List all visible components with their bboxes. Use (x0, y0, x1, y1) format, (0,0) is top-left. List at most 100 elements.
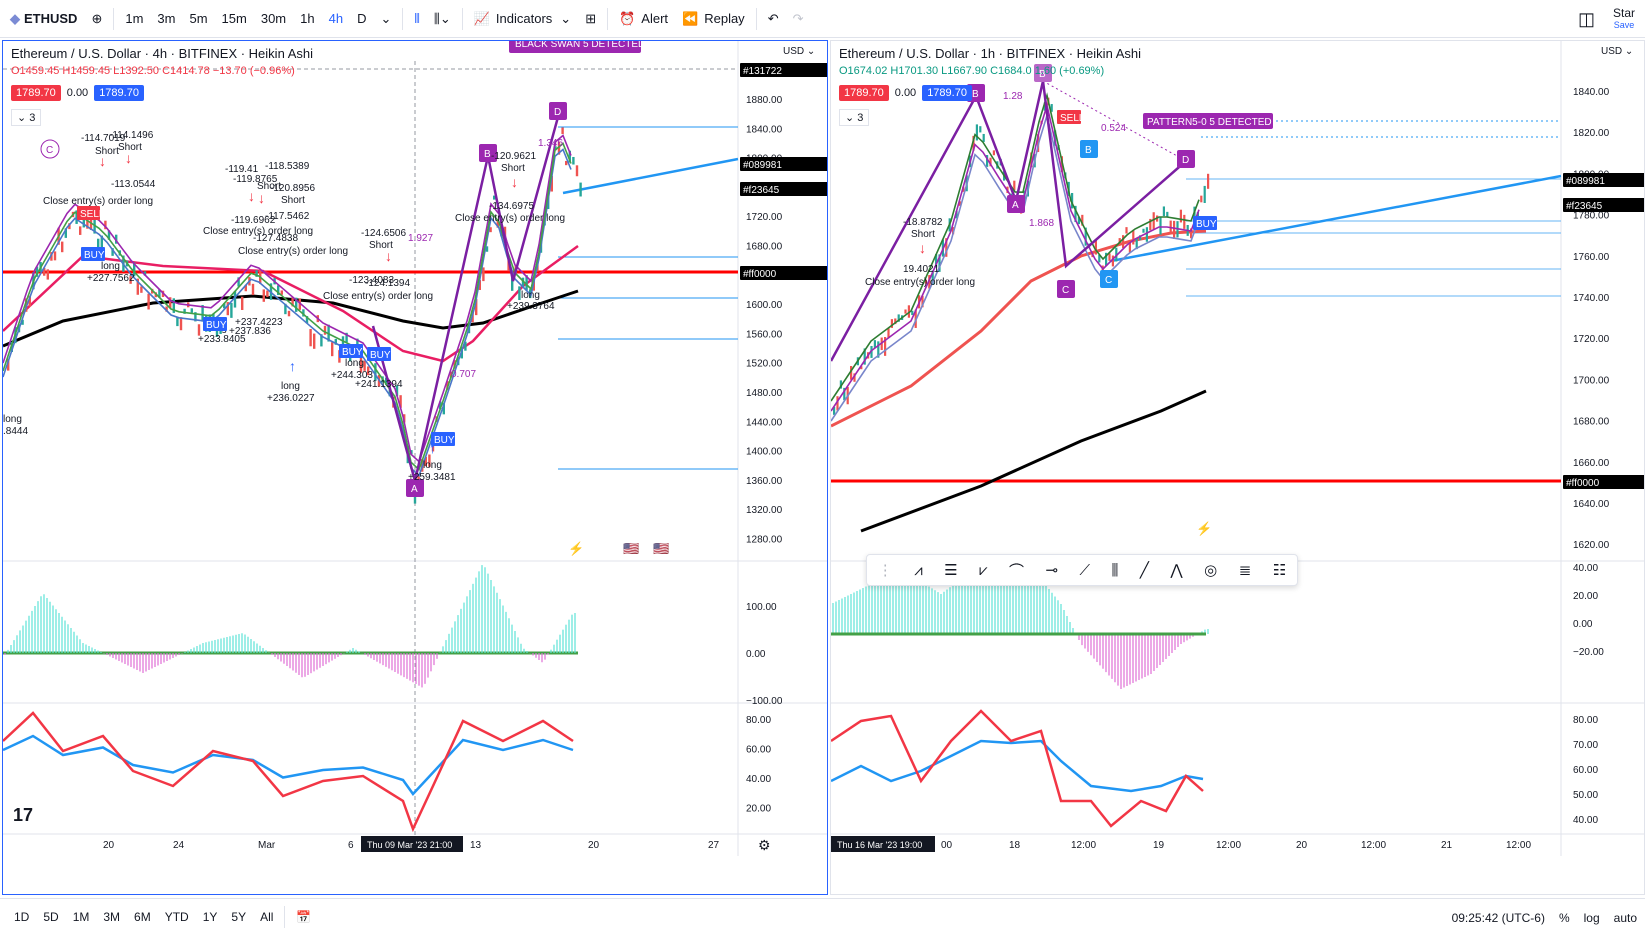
price-tick: 1720.00 (1573, 334, 1610, 345)
short-arrow: ↓ (919, 240, 926, 256)
candle (1173, 220, 1176, 239)
templates-button[interactable]: ⊞ (578, 0, 603, 38)
candle (550, 175, 553, 192)
candle (935, 254, 938, 268)
undo-icon: ↶ (767, 10, 779, 26)
bar-style-button[interactable]: ⫴ (407, 0, 426, 38)
price-tick: 1400.00 (746, 447, 783, 458)
time-tick: 13 (470, 840, 482, 851)
alert-label: Alert (641, 11, 669, 26)
indicators-button[interactable]: 📈 Indicators ⌄ (467, 0, 578, 38)
undefined-bg (740, 182, 827, 196)
horizontal-lines-icon[interactable]: ☰ (944, 562, 958, 579)
right-chart-canvas[interactable]: 1840.001820.001800.001780.001760.001740.… (831, 41, 1645, 895)
range-all[interactable]: All (260, 910, 274, 924)
candle (1203, 185, 1206, 204)
interval-15m[interactable]: 15m (221, 11, 247, 26)
right-currency-label[interactable]: USD ⌄ (1601, 46, 1634, 57)
drag-handle[interactable]: ⋮ (877, 562, 893, 579)
interval-5m[interactable]: 5m (189, 11, 208, 26)
range-ytd[interactable]: YTD (164, 910, 189, 924)
horizontal-ray-icon[interactable]: ⊸ (1045, 562, 1059, 579)
candle (295, 297, 298, 312)
range-1m[interactable]: 1M (72, 910, 90, 924)
crosshair-time: Thu 09 Mar '23 21:00 (367, 840, 452, 850)
chart-type-button[interactable]: ⫼ ⌄ (427, 0, 458, 38)
trade-annotation: +227.7562 (87, 273, 135, 284)
fib-levels-icon[interactable]: ≣ (1238, 562, 1252, 579)
candle (143, 271, 147, 276)
symbol-search[interactable]: ◆ ETHUSD (0, 0, 84, 38)
interval-d[interactable]: D (357, 11, 367, 26)
buy-price-button[interactable]: 1789.70 (922, 85, 972, 101)
interval-1h[interactable]: 1h (300, 11, 315, 26)
time-tick: 12:00 (1506, 840, 1531, 851)
interval-dropdown[interactable]: ⌄ (373, 0, 398, 38)
line-icon[interactable]: ╱ (1139, 562, 1149, 579)
left-currency-label[interactable]: USD ⌄ (783, 46, 816, 57)
candle (359, 355, 363, 373)
trade-annotation: +236.0227 (267, 393, 315, 404)
trade-annotation: -124.1394 (365, 278, 410, 289)
interval-1m[interactable]: 1m (125, 11, 144, 26)
undo-button[interactable]: ↶ (761, 0, 786, 38)
spread-value: 0.00 (66, 87, 89, 99)
redo-button[interactable]: ↷ (786, 0, 811, 38)
range-5d[interactable]: 5D (43, 910, 59, 924)
left-chart-pane[interactable]: 1880.001840.001800.001760.001720.001680.… (2, 40, 828, 895)
replay-button[interactable]: ⏪ Replay (675, 0, 752, 38)
vertical-lines-icon[interactable]: ⫼ (1111, 561, 1119, 579)
candle (565, 160, 568, 166)
clock[interactable]: 09:25:42 (UTC-6) (1451, 910, 1545, 925)
trend-line-icon[interactable]: ⟋ (1079, 561, 1091, 579)
right-indicator-toggle[interactable]: ⌄ 3 (839, 109, 870, 126)
settings-lines-icon[interactable]: ☷ (1272, 562, 1287, 579)
candle (179, 317, 183, 331)
range-1d[interactable]: 1D (14, 910, 30, 924)
interval-4h[interactable]: 4h (328, 11, 344, 26)
price-tick: 1360.00 (746, 476, 783, 487)
left-indicator-toggle[interactable]: ⌄ 3 (11, 109, 42, 126)
log-toggle[interactable]: log (1583, 910, 1600, 925)
pattern-point-a-shape (406, 479, 424, 497)
star-save-button[interactable]: Star Save (1613, 7, 1635, 31)
pattern-xabcd-icon[interactable]: ⩘ (914, 561, 923, 579)
interval-30m[interactable]: 30m (260, 11, 287, 26)
buy-price-button[interactable]: 1789.70 (94, 85, 144, 101)
candle (363, 360, 366, 371)
sell-price-button[interactable]: 1789.70 (11, 85, 61, 101)
rsi-tick: 40.00 (1573, 815, 1598, 826)
head-shoulders-icon[interactable]: ⋀ (1170, 562, 1183, 579)
candle (907, 305, 910, 318)
candle (35, 266, 39, 277)
price-tick: 1840.00 (746, 124, 783, 135)
pattern-point-b2-shape (1034, 64, 1052, 82)
sell-signal-bg (1057, 110, 1081, 124)
abcd-pattern-icon[interactable]: ⩗ (979, 561, 988, 579)
alert-button[interactable]: ⏰ Alert (612, 0, 675, 38)
range-6m[interactable]: 6M (134, 910, 151, 924)
left-ohlc: O1459.45 H1459.45 L1392.50 C1414.78 −13.… (11, 65, 295, 77)
divider (607, 7, 609, 30)
goto-date-button[interactable]: 📅 (289, 910, 318, 924)
range-3m[interactable]: 3M (103, 910, 121, 924)
interval-3m[interactable]: 3m (157, 11, 176, 26)
sell-price-button[interactable]: 1789.70 (839, 85, 889, 101)
indicator-count: 3 (29, 112, 36, 124)
curve-icon[interactable]: ⌒ (1009, 562, 1025, 580)
price-tick: 1680.00 (746, 242, 783, 253)
candle (262, 289, 265, 302)
candle (890, 319, 893, 328)
layout-button[interactable]: ◫ (1578, 9, 1595, 30)
percent-toggle[interactable]: % (1558, 910, 1570, 925)
compare-button[interactable]: ⊕ (84, 0, 109, 38)
auto-toggle[interactable]: auto (1613, 910, 1637, 925)
right-chart-pane[interactable]: 1840.001820.001800.001780.001760.001740.… (830, 40, 1645, 895)
divider (461, 7, 463, 30)
left-chart-canvas[interactable]: 1880.001840.001800.001760.001720.001680.… (3, 41, 828, 895)
spiral-icon[interactable]: ◎ (1204, 562, 1218, 579)
trade-annotation: Close entry(s) order long (43, 196, 153, 207)
candle (388, 389, 391, 397)
range-1y[interactable]: 1Y (202, 910, 218, 924)
range-5y[interactable]: 5Y (231, 910, 247, 924)
